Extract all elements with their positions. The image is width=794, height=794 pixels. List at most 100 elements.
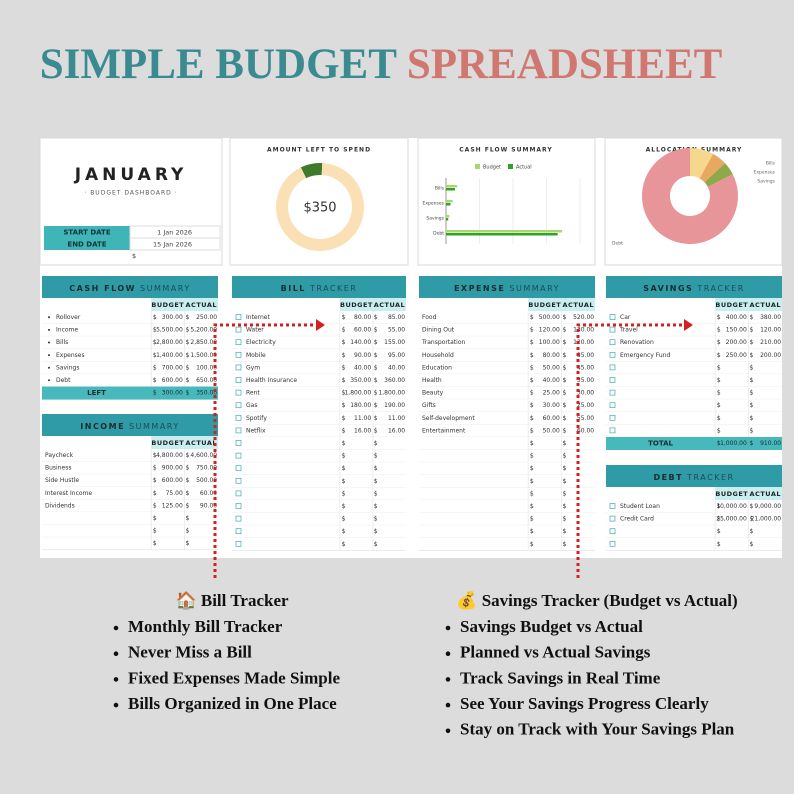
cell-value: 910.00 [760, 440, 781, 447]
currency: $ [153, 452, 157, 459]
currency: $ [530, 377, 534, 384]
currency: $ [749, 427, 753, 434]
currency: $ [562, 541, 566, 548]
currency: $ [749, 402, 753, 409]
currency: $ [185, 364, 189, 371]
checkbox [235, 503, 242, 509]
cell-value: 90.00 [200, 502, 217, 509]
currency: $ [562, 503, 566, 510]
currency: $ [562, 415, 566, 422]
currency: $ [530, 364, 534, 371]
currency: $ [342, 364, 346, 371]
row-label: Entertainment [422, 427, 466, 434]
row-bg [419, 537, 595, 551]
row-bg [42, 311, 218, 324]
currency: $ [530, 314, 534, 321]
currency: $ [153, 465, 157, 472]
currency: $ [717, 440, 721, 447]
currency: $ [153, 490, 157, 497]
arrow [213, 323, 316, 578]
currency: $ [374, 503, 378, 510]
currency: $ [185, 540, 189, 547]
column-header-band [715, 298, 782, 311]
row-bg [232, 386, 406, 400]
feature-heading: 🏠 Bill Tracker [175, 591, 289, 610]
row-bg [232, 537, 406, 551]
cell-value: 520.00 [573, 314, 594, 321]
row-bg [419, 437, 595, 450]
cell-value: 1,400.00 [156, 352, 183, 359]
currency: $ [562, 528, 566, 535]
row-label: Dividends [45, 502, 75, 509]
row-label: Expenses [56, 352, 85, 359]
currency: $ [342, 314, 346, 321]
currency: $ [374, 339, 378, 346]
currency: $ [185, 377, 189, 384]
legend-swatch [508, 164, 513, 169]
currency: $ [185, 465, 189, 472]
table-title-bold: BILL [281, 284, 306, 293]
cell-value: 210.00 [760, 339, 781, 346]
checkbox [609, 314, 616, 320]
checkbox [609, 414, 616, 421]
cell-value: 2,850.00 [190, 339, 217, 346]
feature-item: Stay on Track with Your Savings Plan [460, 720, 735, 739]
column-header: ACTUAL [563, 301, 595, 309]
currency: $ [717, 516, 721, 523]
row-bg [232, 487, 406, 500]
table-title: EXPENSE SUMMARY [454, 284, 560, 293]
row-bg [232, 361, 406, 374]
row-label: Debt [56, 377, 71, 384]
cell-value: 600.00 [162, 377, 183, 384]
feature-heading: 💰 Savings Tracker (Budget vs Actual) [456, 590, 737, 611]
feature-item: Bills Organized in One Place [128, 694, 337, 713]
table-title-bold: DEBT [653, 473, 683, 482]
bar [446, 233, 558, 236]
currency: $ [749, 327, 753, 334]
list-bullet [113, 651, 119, 656]
currency: $ [749, 516, 753, 523]
currency: $ [530, 503, 534, 510]
cell-value: 300.00 [162, 314, 183, 321]
row-bg [606, 411, 782, 425]
list-bullet [445, 728, 451, 734]
row-bg [606, 424, 782, 437]
table-title-light: TRACKER [693, 284, 744, 293]
currency: $ [342, 415, 346, 422]
row-label: Food [422, 314, 437, 321]
cell-value: 500.00 [539, 314, 560, 321]
row-label: Internet [246, 314, 270, 321]
currency: $ [374, 541, 378, 548]
row-bg [42, 361, 218, 374]
row-bg [606, 361, 782, 374]
currency: $ [153, 314, 157, 321]
row-bg [42, 486, 218, 500]
cell-value: 55.00 [388, 327, 405, 334]
cell-value: 250.00 [726, 352, 747, 359]
row-label: Emergency Fund [620, 352, 670, 359]
checkbox [235, 440, 242, 446]
allocation-label: Bills [766, 161, 776, 167]
currency: $ [153, 528, 157, 535]
currency: $ [374, 364, 378, 371]
checkbox [235, 364, 242, 371]
column-header: BUDGET [528, 301, 561, 309]
currency: $ [749, 352, 753, 359]
cell-value: 4,600.00 [190, 452, 217, 459]
row-bg [232, 348, 406, 362]
cell-value: 90.00 [354, 352, 371, 359]
column-header-band [339, 298, 406, 311]
row-label: Paycheck [45, 452, 74, 459]
list-bullet [113, 625, 119, 631]
currency: $ [562, 390, 566, 397]
row-label: Dining Out [422, 327, 455, 334]
cell-value: 11.00 [388, 415, 405, 422]
checkbox [235, 490, 242, 497]
checkbox [609, 389, 616, 396]
column-header: ACTUAL [186, 301, 218, 309]
row-bg [42, 323, 218, 337]
cell-value: 120.00 [573, 339, 594, 346]
row-bg [419, 361, 595, 374]
row-bg [606, 348, 782, 362]
row-label: Credit Card [620, 516, 654, 523]
